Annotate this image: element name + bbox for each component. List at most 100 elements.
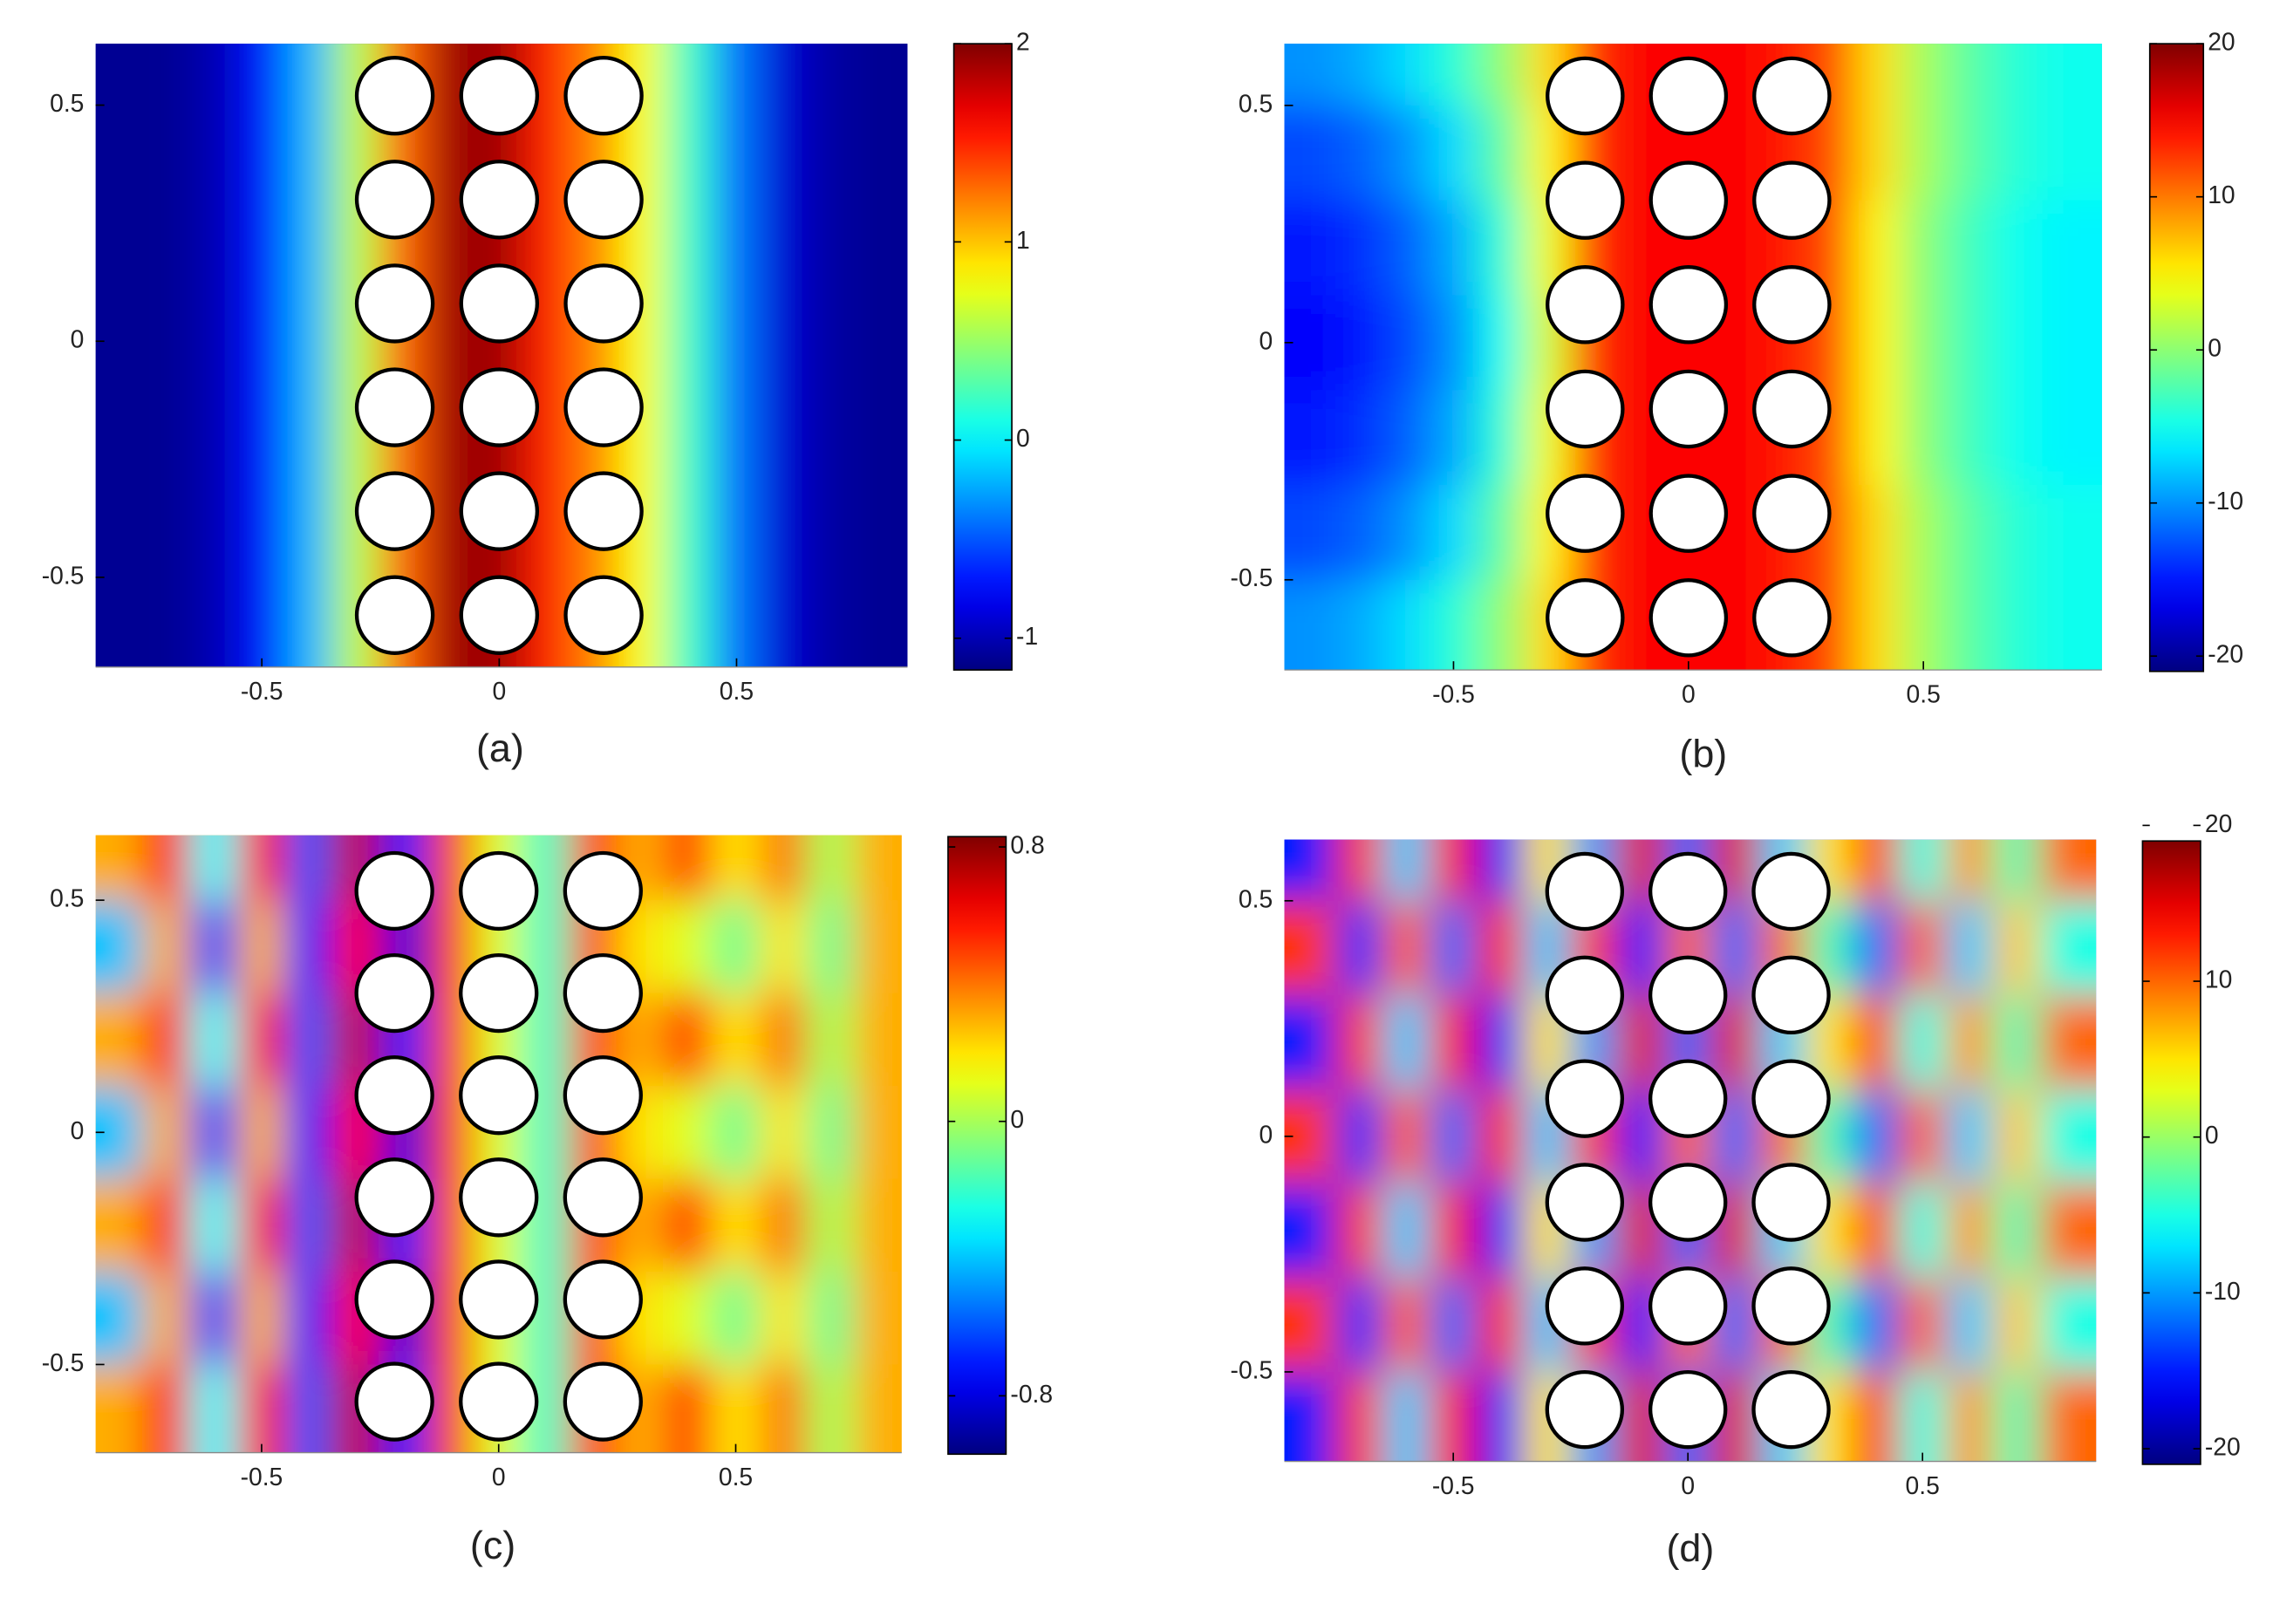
- heatmap-cell: [2039, 1183, 2097, 1279]
- heatmap-cell: [807, 1086, 856, 1180]
- heatmap-cell: [808, 294, 857, 390]
- heatmap-cell: [1477, 200, 1526, 297]
- heatmap-cell: [1382, 484, 1431, 581]
- heatmap-cell: [712, 900, 761, 994]
- heatmap-cell: [1993, 105, 2042, 201]
- heatmap-cell: [95, 900, 144, 994]
- heatmap-cell: [285, 388, 334, 484]
- heatmap-cell: [1284, 1183, 1337, 1279]
- heatmap-cell: [1947, 579, 1995, 671]
- x-tick-label: -0.5: [241, 677, 283, 705]
- heatmap-cell: [664, 1271, 713, 1366]
- heatmap-cell: [237, 294, 287, 390]
- heatmap-cell: [807, 1364, 856, 1453]
- heatmap-cell: [1993, 200, 2042, 297]
- cylinder: [354, 575, 435, 655]
- heatmap-cell: [759, 1271, 808, 1366]
- colorbar-tick-label: 20: [2205, 809, 2232, 837]
- x-tick-label: 0.5: [1907, 680, 1941, 708]
- heatmap-cell: [95, 199, 144, 295]
- heatmap-cell: [1335, 1183, 1384, 1279]
- heatmap-cell: [143, 1178, 192, 1273]
- cylinder: [354, 471, 435, 551]
- panel: -0.5 0 0.5 -0.5 0 0.5 -20 -10 0 10 20 (b): [1231, 28, 2244, 776]
- x-tick-label: 0.5: [720, 677, 754, 705]
- heatmap-cell: [759, 900, 808, 994]
- heatmap-cell: [1900, 200, 1948, 297]
- x-tick-label: 0: [492, 677, 506, 705]
- heatmap-cell: [1284, 1277, 1337, 1373]
- cylinder: [1546, 369, 1625, 449]
- heatmap-cell: [143, 993, 192, 1087]
- cylinder: [1648, 160, 1729, 240]
- heatmap-cell: [237, 1086, 286, 1180]
- cylinder: [563, 471, 644, 551]
- heatmap-cell: [1993, 579, 2042, 671]
- panel-label: (a): [476, 726, 524, 770]
- heatmap-cell: [1382, 1371, 1431, 1462]
- heatmap-cell: [1430, 994, 1478, 1090]
- heatmap-cell: [1382, 579, 1431, 671]
- heatmap-cell: [1946, 1088, 1994, 1184]
- heatmap-cell: [855, 105, 908, 201]
- colorbar-tick-label: -10: [2208, 487, 2243, 515]
- cylinder: [1648, 1163, 1728, 1242]
- heatmap-cell: [760, 294, 809, 390]
- heatmap-cell: [190, 993, 239, 1087]
- heatmap-cell: [1946, 900, 1994, 996]
- heatmap-cell: [2040, 200, 2102, 297]
- y-tick-label: 0.5: [1239, 884, 1273, 912]
- heatmap-cell: [237, 199, 287, 295]
- x-tick-label: 0: [1682, 680, 1696, 708]
- cylinder: [1648, 474, 1729, 553]
- heatmap-cell: [1430, 44, 1478, 106]
- cylinder: [563, 1259, 643, 1340]
- heatmap-cell: [713, 44, 761, 106]
- heatmap-cell: [1284, 295, 1337, 392]
- colorbar-tick-label: 0.8: [1010, 831, 1044, 859]
- heatmap-cell: [143, 835, 192, 901]
- heatmap-cell: [854, 900, 902, 994]
- heatmap-cell: [1284, 200, 1337, 297]
- heatmap-cell: [665, 577, 714, 667]
- heatmap-cell: [2039, 839, 2097, 902]
- cylinder: [459, 55, 540, 136]
- heatmap-cell: [1477, 1088, 1525, 1184]
- heatmap-cell: [665, 44, 714, 106]
- heatmap-cell: [1900, 44, 1948, 106]
- cylinder: [563, 952, 643, 1034]
- cylinder: [563, 367, 644, 447]
- heatmap-cell: [1852, 900, 1901, 996]
- heatmap-cell: [1853, 44, 1901, 106]
- heatmap-cell: [95, 44, 144, 106]
- heatmap-cell: [1430, 105, 1478, 201]
- heatmap-cell: [285, 1178, 334, 1273]
- heatmap-cell: [1992, 1183, 2041, 1279]
- cylinder: [354, 263, 435, 344]
- heatmap-cell: [190, 900, 239, 994]
- heatmap-cell: [1335, 44, 1384, 106]
- heatmap-cell: [95, 482, 144, 578]
- cylinder: [563, 1361, 643, 1442]
- heatmap-cell: [1946, 994, 1994, 1090]
- heatmap-cell: [190, 105, 239, 201]
- heatmap-cell: [285, 482, 334, 578]
- heatmap-cell: [1335, 295, 1384, 392]
- colorbar: [2141, 840, 2201, 1465]
- cylinder: [459, 1361, 539, 1442]
- cylinder: [1648, 851, 1728, 931]
- heatmap-cell: [664, 993, 713, 1087]
- cylinder: [1648, 1369, 1728, 1450]
- heatmap-cell: [1899, 900, 1947, 996]
- heatmap-cell: [190, 388, 239, 484]
- heatmap-cell: [855, 199, 908, 295]
- cylinder: [1545, 1266, 1625, 1346]
- heatmap-cell: [285, 1086, 334, 1180]
- heatmap-cell: [1899, 1088, 1947, 1184]
- heatmap-cell: [1477, 839, 1525, 902]
- y-tick-label: -0.5: [1231, 1355, 1273, 1383]
- heatmap-cell: [1852, 839, 1901, 902]
- cylinder: [459, 471, 540, 551]
- heatmap-cell: [1992, 839, 2041, 902]
